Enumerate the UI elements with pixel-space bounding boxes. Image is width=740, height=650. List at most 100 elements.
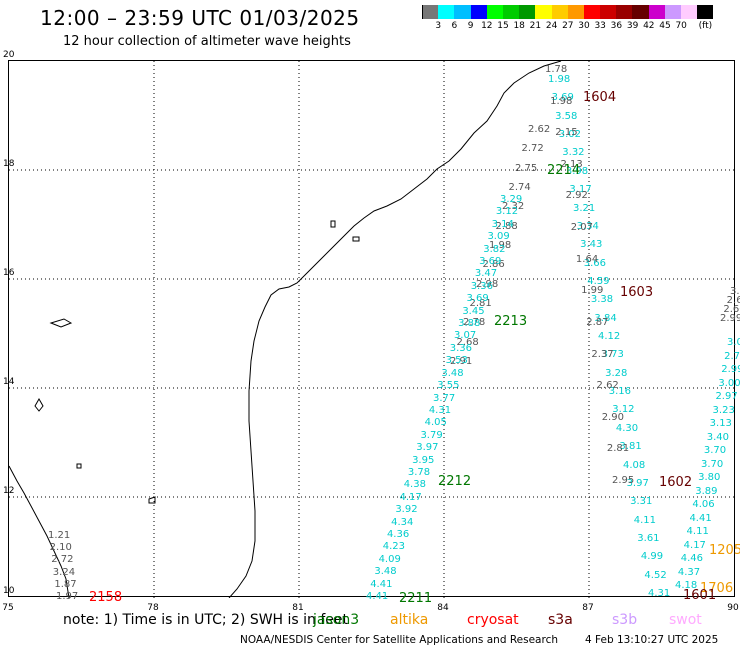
pass-label-1601: 1601 — [683, 588, 717, 603]
wave-height-value: 4.06 — [692, 499, 715, 510]
wave-height-value: 3.88 — [458, 318, 481, 330]
wave-height-value: 3.69 — [551, 92, 574, 104]
map-canvas — [9, 61, 736, 598]
colorbar-tick-label: 39 — [626, 21, 639, 31]
wave-height-value: 4.23 — [382, 541, 406, 553]
pass-label-1603: 1603 — [620, 285, 654, 300]
page-subtitle: 12 hour collection of altimeter wave hei… — [63, 34, 351, 49]
colorbar-labels: 3 6 9 12 15 18 21 24 27 30 33 36 39 42 45 70 (ft) — [422, 21, 740, 33]
wave-height-value: 3.82 — [483, 243, 506, 255]
island-small — [330, 220, 336, 228]
coastline-west — [9, 465, 70, 598]
colorbar-swatch — [422, 5, 439, 19]
wave-height-value: 2.13 — [560, 158, 583, 170]
wave-height-value: 4.08 — [623, 459, 646, 471]
pass-label-2214: 2214 — [547, 163, 581, 178]
wave-height-value: 4.52 — [644, 569, 667, 581]
colorbar-swatch — [681, 5, 698, 19]
colorbar-swatch — [697, 5, 714, 19]
wave-height-value: 3.61 — [637, 532, 660, 544]
wave-height-value: 3.73 — [601, 349, 624, 361]
pass-label-2158: 2158 — [89, 590, 123, 605]
wave-height-value: 4.41 — [689, 512, 712, 524]
colorbar-swatch — [632, 5, 649, 19]
wave-height-value: 2.15 — [555, 127, 578, 139]
wave-height-value: 3.79 — [420, 429, 443, 441]
colorbar-swatch — [519, 5, 536, 19]
longitude-label: 81 — [292, 603, 304, 613]
wave-height-value: 3.23 — [712, 404, 735, 416]
latitude-label: 14 — [3, 377, 15, 387]
latitude-label: 16 — [3, 268, 15, 278]
wave-height-value: 3.81 — [619, 441, 642, 453]
wave-height-value: 1.64 — [575, 253, 599, 265]
wave-height-value: 2.81 — [469, 298, 492, 309]
island-small — [49, 318, 73, 328]
wave-height-value: 4.30 — [615, 422, 639, 434]
wave-height-value: 2.87 — [586, 316, 609, 328]
wave-height-colorbar — [422, 5, 714, 19]
colorbar-tick-label: 21 — [529, 21, 542, 31]
wave-height-value: 4.18 — [675, 580, 698, 591]
wave-height-value: 3.36 — [470, 280, 493, 292]
latitude-label: 20 — [3, 50, 15, 60]
colorbar-tick-label: 36 — [610, 21, 623, 31]
wave-height-value: 2.97 — [715, 391, 738, 402]
island-small — [148, 496, 156, 504]
colorbar-tick-label: 9 — [467, 21, 474, 31]
colorbar-tick-label: 45 — [659, 21, 671, 31]
wave-height-value: 3.40 — [706, 431, 730, 443]
wave-height-value: 3.77 — [433, 392, 456, 404]
wave-height-value: 3.97 — [416, 442, 439, 454]
colorbar-swatch — [454, 5, 471, 19]
wave-height-value: 3.47 — [474, 268, 498, 280]
mission-s3b: s3b — [612, 612, 638, 628]
wave-height-value: 4.17 — [399, 491, 422, 503]
wave-height-value: 3.70 — [703, 445, 727, 456]
mission-s3a: s3a — [548, 612, 573, 628]
pass-label-2211: 2211 — [399, 591, 433, 606]
wave-height-value: 2.68 — [456, 336, 479, 348]
wave-height-value: 4.17 — [683, 539, 706, 551]
colorbar-tick-label: 12 — [481, 21, 493, 31]
wave-height-value: 2.61 — [726, 295, 740, 306]
colorbar-tick-label: 3 — [435, 21, 442, 31]
pass-label-2212: 2212 — [438, 474, 472, 489]
pass-label-1604: 1604 — [583, 90, 617, 105]
colorbar-tick-label: 27 — [562, 21, 574, 31]
wave-height-value: 3.13 — [709, 418, 732, 429]
colorbar-tick-label: 15 — [497, 21, 509, 31]
wave-height-value: 4.36 — [386, 528, 410, 540]
wave-height-value: 3.92 — [395, 504, 418, 516]
wave-height-value: 2.88 — [495, 220, 518, 232]
wave-height-value: 3.48 — [441, 367, 464, 379]
wave-height-value: 3.12 — [495, 206, 519, 218]
wave-height-value: 2.72 — [521, 143, 544, 155]
wave-height-value: 3.89 — [695, 485, 718, 497]
wave-height-value: 1.97 — [56, 591, 79, 602]
pass-label-2213: 2213 — [494, 314, 528, 329]
timestamp: 4 Feb 13:10:27 UTC 2025 — [585, 634, 719, 646]
wave-height-value: 2.92 — [565, 190, 588, 202]
wave-height-value: 3.16 — [608, 386, 631, 398]
wave-height-value: 1.98 — [548, 74, 571, 85]
wave-height-value: 3.55 — [437, 380, 460, 392]
mission-cryosat: cryosat — [467, 612, 519, 628]
wave-height-value: 3.14 — [491, 218, 514, 230]
wave-height-value: 2.81 — [606, 443, 630, 455]
wave-height-value: 3.48 — [374, 566, 397, 578]
wave-height-value: 3.29 — [500, 194, 523, 205]
wave-height-value: 3.95 — [412, 454, 435, 466]
colorbar-swatch — [567, 5, 584, 19]
wave-height-value: 3.45 — [462, 305, 485, 317]
wave-height-value: 2.07 — [570, 222, 594, 234]
colorbar-swatch — [470, 5, 487, 19]
wave-height-value: 3.53 — [445, 355, 468, 367]
wave-height-value: 4.31 — [428, 404, 452, 416]
wave-height-value: 3.21 — [730, 286, 740, 297]
colorbar-tick-label: 42 — [643, 21, 655, 31]
wave-height-value: 4.09 — [378, 553, 401, 565]
wave-height-value: 2.78 — [463, 317, 486, 329]
mission-swot: swot — [669, 612, 702, 628]
colorbar-tick-label: 70 — [675, 21, 687, 31]
